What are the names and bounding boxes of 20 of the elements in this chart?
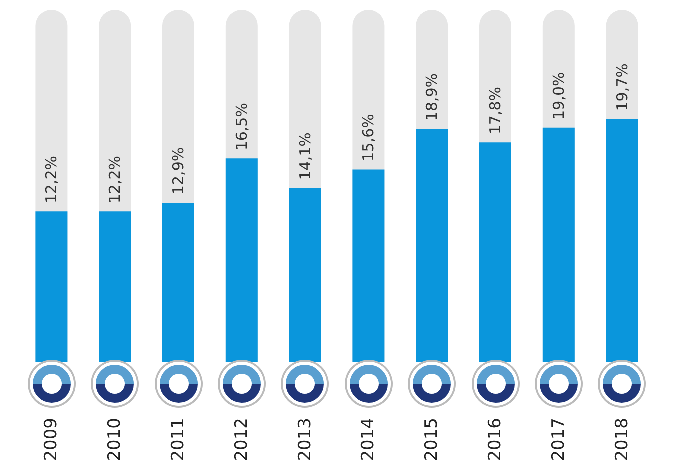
data-label: 18,9% <box>423 73 442 122</box>
x-tick-label: 2015 <box>422 418 442 462</box>
x-tick-label: 2012 <box>232 418 252 462</box>
x-tick-label: 2017 <box>548 418 569 462</box>
data-label: 19,0% <box>550 72 568 120</box>
x-tick-label: 2016 <box>486 418 506 462</box>
x-tick-label: 2018 <box>612 418 632 462</box>
x-tick-label: 2014 <box>358 418 379 462</box>
data-label: 19,7% <box>613 64 632 112</box>
x-tick-label: 2009 <box>42 418 62 462</box>
x-tick-label: 2010 <box>105 418 126 462</box>
data-label: 15,6% <box>360 114 378 162</box>
x-tick-label: 2013 <box>295 418 316 462</box>
data-label: 17,8% <box>486 87 504 135</box>
data-label: 14,1% <box>296 132 314 180</box>
data-label: 12,2% <box>106 156 124 204</box>
data-label: 12,9% <box>170 147 188 196</box>
data-label: 16,5% <box>232 103 251 151</box>
data-label: 12,2% <box>42 156 61 204</box>
x-tick-label: 2011 <box>168 418 188 462</box>
